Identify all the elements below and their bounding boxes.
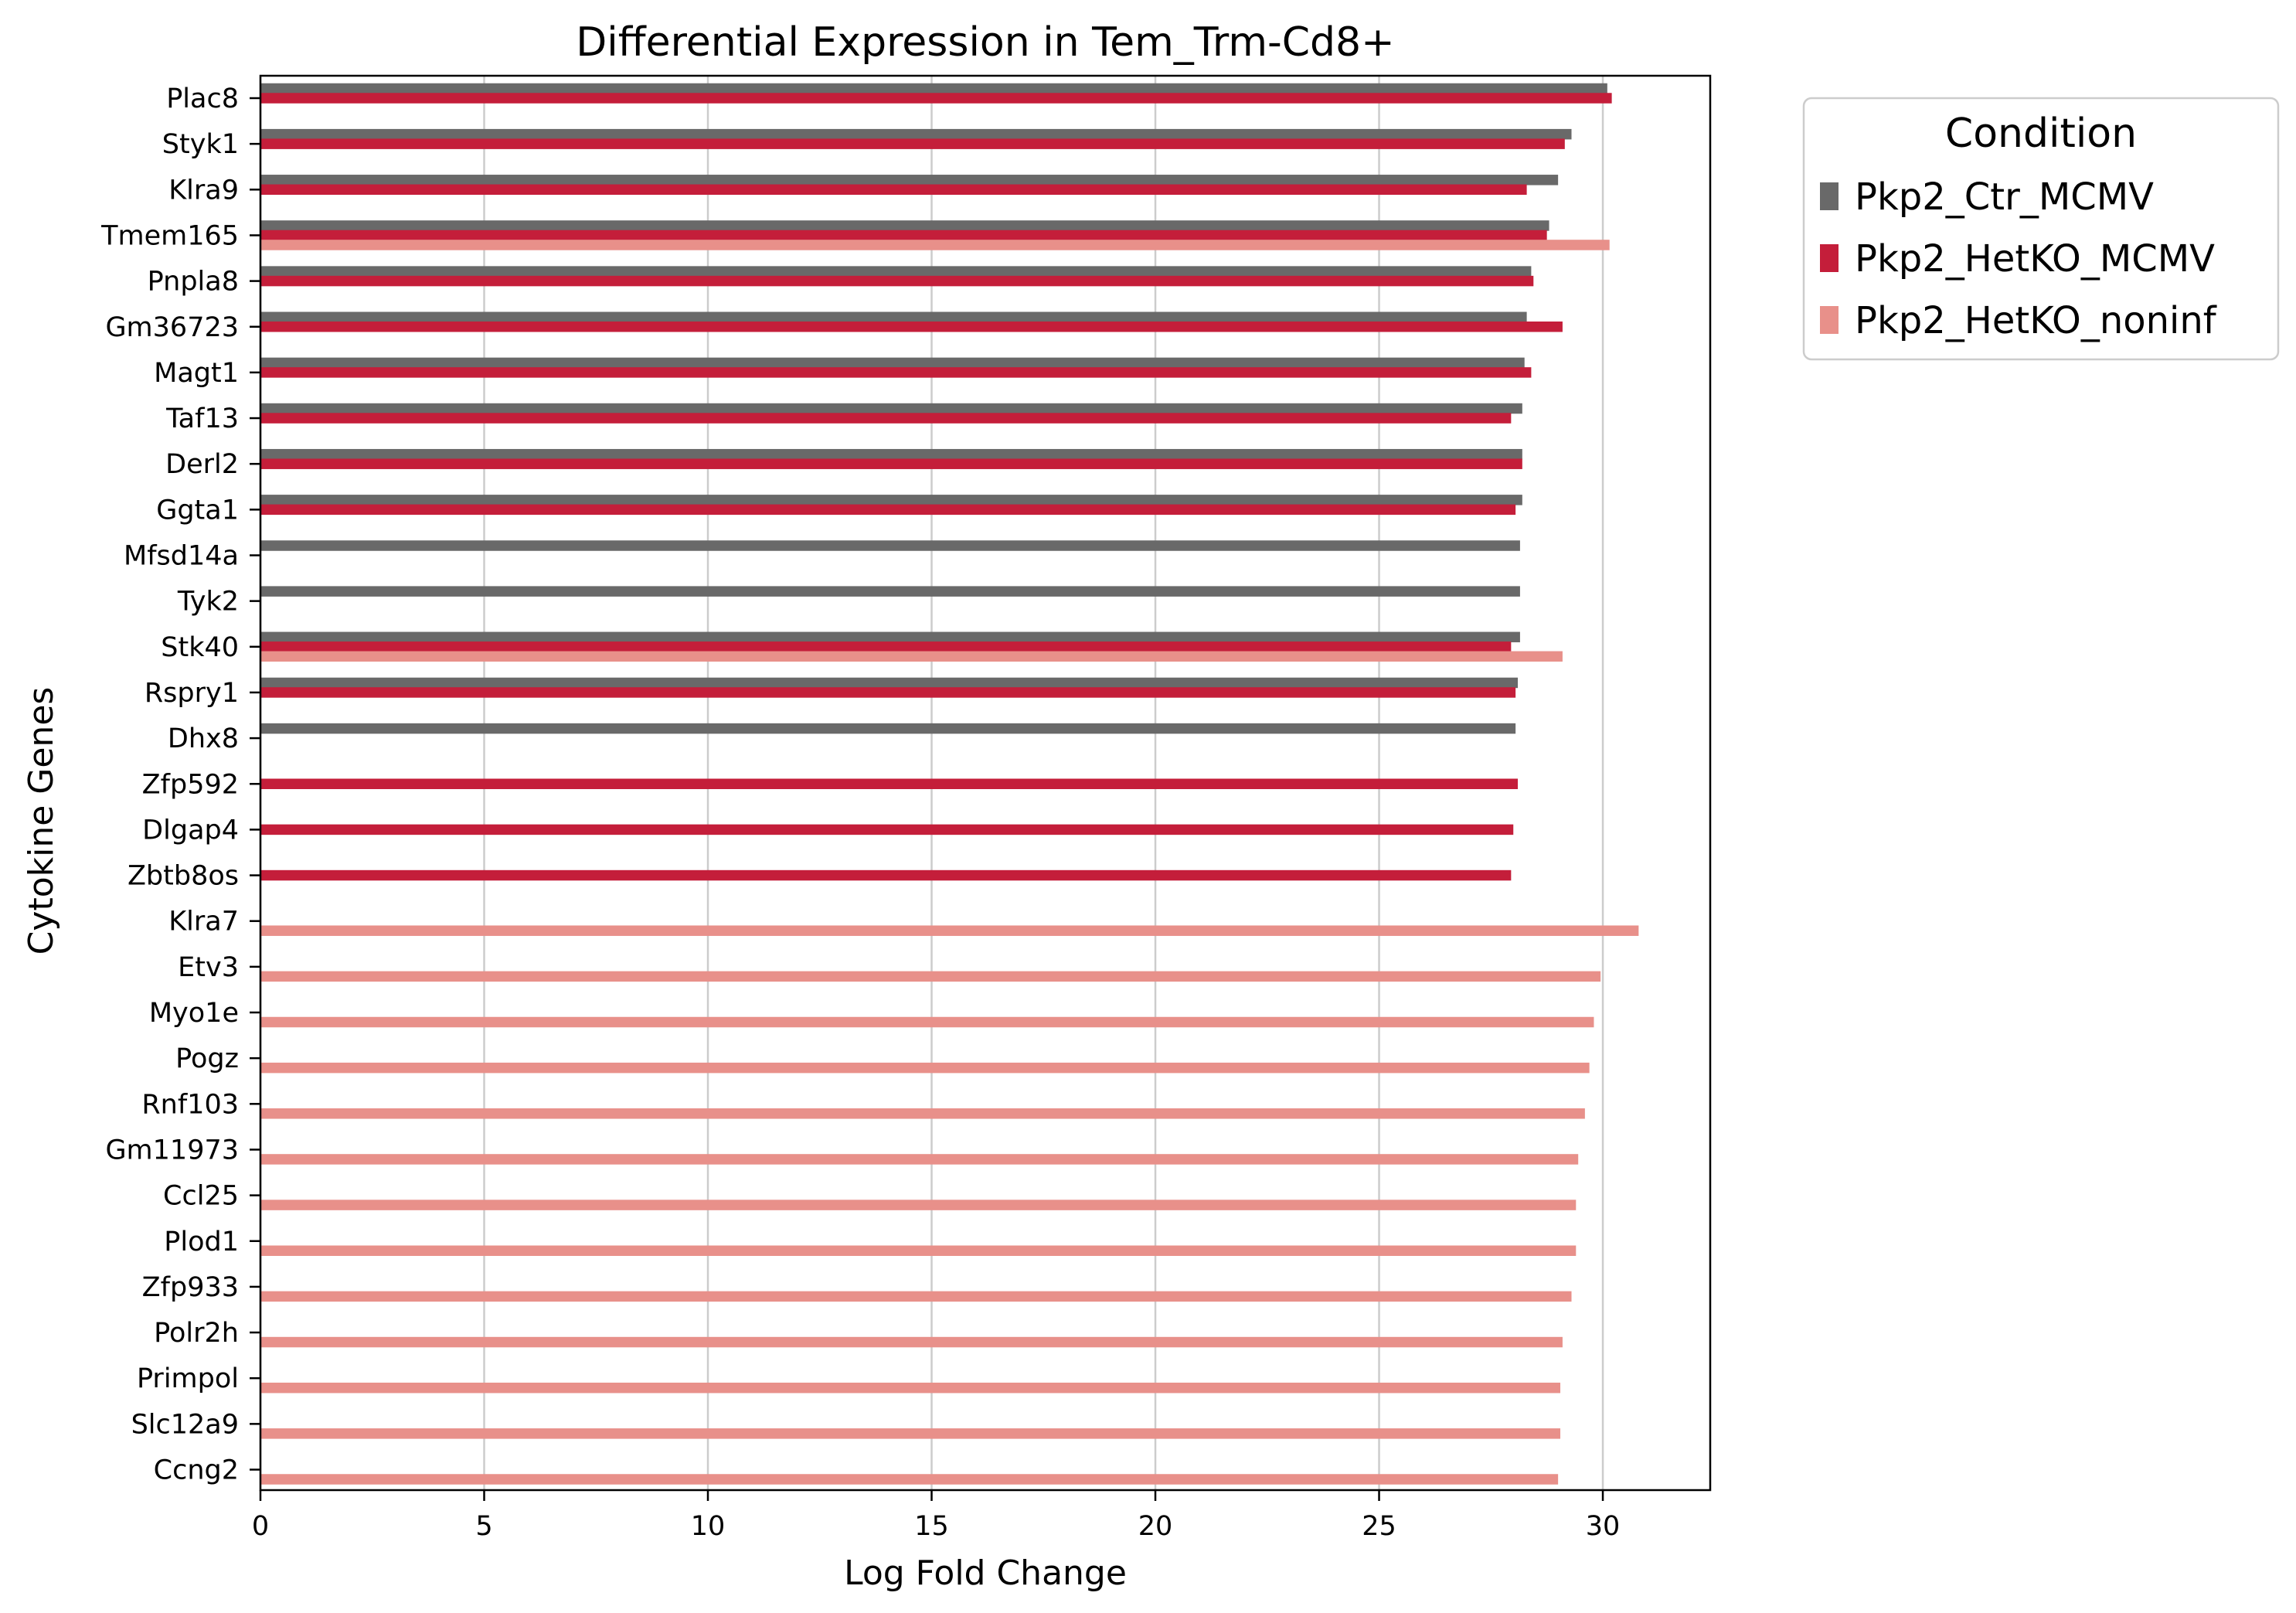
bar	[260, 586, 1520, 597]
chart-title: Differential Expression in Tem_Trm-Cd8+	[576, 19, 1394, 66]
bar	[260, 631, 1520, 643]
legend-swatch	[1820, 182, 1839, 210]
x-tick-label: 0	[252, 1511, 269, 1542]
y-tick-label: Plac8	[166, 83, 239, 114]
y-tick-label: Zfp933	[142, 1272, 239, 1303]
bar	[260, 93, 1612, 104]
bar	[260, 275, 1534, 287]
bar	[260, 311, 1527, 322]
y-tick-label: Taf13	[165, 403, 239, 434]
legend-items: Pkp2_Ctr_MCMV Pkp2_HetKO_MCMV Pkp2_HetKO_n…	[1820, 175, 2217, 342]
bar	[260, 687, 1516, 698]
bar	[260, 1108, 1585, 1119]
legend-swatch	[1820, 306, 1839, 334]
bar	[260, 138, 1565, 149]
bar	[260, 1154, 1579, 1165]
y-tick-label: Polr2h	[154, 1318, 239, 1349]
legend-title: Condition	[1945, 111, 2137, 157]
bar	[260, 83, 1607, 94]
x-tick-label: 15	[914, 1511, 949, 1542]
y-tick-label: Dlgap4	[142, 815, 239, 846]
bar	[260, 504, 1516, 516]
bar	[260, 403, 1522, 414]
legend-label: Pkp2_HetKO_MCMV	[1855, 237, 2215, 281]
bar	[260, 266, 1532, 277]
bar	[260, 651, 1563, 662]
bar	[260, 413, 1512, 424]
bar	[260, 971, 1601, 982]
legend-label: Pkp2_HetKO_noninf	[1855, 299, 2217, 342]
bar	[260, 641, 1512, 652]
y-axis-label: Cytokine Genes	[22, 687, 61, 955]
bar	[260, 1428, 1561, 1439]
y-tick-label: Tyk2	[177, 587, 239, 618]
bar	[260, 240, 1610, 250]
y-tick-label: Zfp592	[142, 769, 239, 800]
y-tick-label: Myo1e	[149, 998, 239, 1029]
y-tick-label: Pogz	[175, 1043, 239, 1074]
bar	[260, 220, 1549, 231]
bar	[260, 1200, 1577, 1210]
bar	[260, 1382, 1561, 1394]
bar	[260, 184, 1527, 196]
y-tick-label: Gm36723	[105, 312, 239, 343]
y-tick-label: Derl2	[165, 449, 239, 480]
y-tick-label: Magt1	[154, 358, 239, 389]
y-tick-label: Zbtb8os	[128, 861, 239, 892]
legend-label: Pkp2_Ctr_MCMV	[1855, 175, 2154, 219]
y-tick-label: Stk40	[161, 632, 239, 663]
bar	[260, 1336, 1563, 1348]
y-tick-label: Pnpla8	[148, 267, 239, 298]
y-tick-label: Rnf103	[141, 1089, 239, 1120]
y-tick-label: Slc12a9	[131, 1409, 239, 1440]
bar	[260, 128, 1572, 140]
bar	[260, 1062, 1590, 1074]
y-tick-label: Plod1	[164, 1227, 239, 1257]
bar	[260, 357, 1525, 369]
x-axis-label: Log Fold Change	[844, 1553, 1127, 1593]
x-tick-label: 20	[1138, 1511, 1173, 1542]
y-tick-label: Klra7	[168, 907, 239, 938]
y-tick-label: Primpol	[137, 1363, 239, 1394]
y-tick-label: Styk1	[162, 129, 239, 160]
bar	[260, 322, 1563, 332]
bar	[260, 1245, 1577, 1256]
x-tick-label: 10	[691, 1511, 726, 1542]
bar	[260, 230, 1547, 241]
x-tick-label: 30	[1586, 1511, 1621, 1542]
y-tick-label: Gm11973	[105, 1135, 239, 1166]
bar	[260, 723, 1516, 734]
bar	[260, 778, 1519, 789]
legend-swatch	[1820, 244, 1839, 272]
bar	[260, 677, 1519, 689]
bar	[260, 1291, 1572, 1302]
bars-layer	[260, 83, 1639, 1485]
bar	[260, 495, 1522, 505]
bar	[260, 1474, 1559, 1485]
y-tick-label: Mfsd14a	[124, 541, 239, 572]
axes-layer: 0 5 10 15 20 25 30 Plac8 Styk1 Klra9 Tmem165 Pnpla8…	[100, 83, 1620, 1542]
y-tick-label: Dhx8	[168, 723, 239, 754]
bar	[260, 448, 1522, 460]
bar	[260, 1016, 1594, 1028]
x-tick-label: 25	[1362, 1511, 1396, 1542]
bar	[260, 458, 1522, 469]
bar	[260, 925, 1639, 936]
y-tick-label: Tmem165	[100, 220, 239, 251]
y-tick-label: Etv3	[178, 952, 239, 983]
bar	[260, 175, 1559, 185]
y-tick-label: Ggta1	[156, 495, 239, 526]
x-tick-label: 5	[475, 1511, 492, 1542]
bar	[260, 869, 1512, 881]
y-tick-label: Rspry1	[145, 678, 239, 709]
y-tick-label: Klra9	[168, 175, 239, 206]
legend-box	[1802, 97, 2280, 361]
y-tick-label: Ccng2	[154, 1455, 239, 1486]
bar	[260, 824, 1514, 835]
legend: Condition Pkp2_Ctr_MCMVPkp2_HetKO_MCMVPk…	[1802, 97, 2280, 361]
bar	[260, 540, 1520, 551]
y-tick-label: Ccl25	[163, 1181, 239, 1212]
bar	[260, 367, 1532, 378]
